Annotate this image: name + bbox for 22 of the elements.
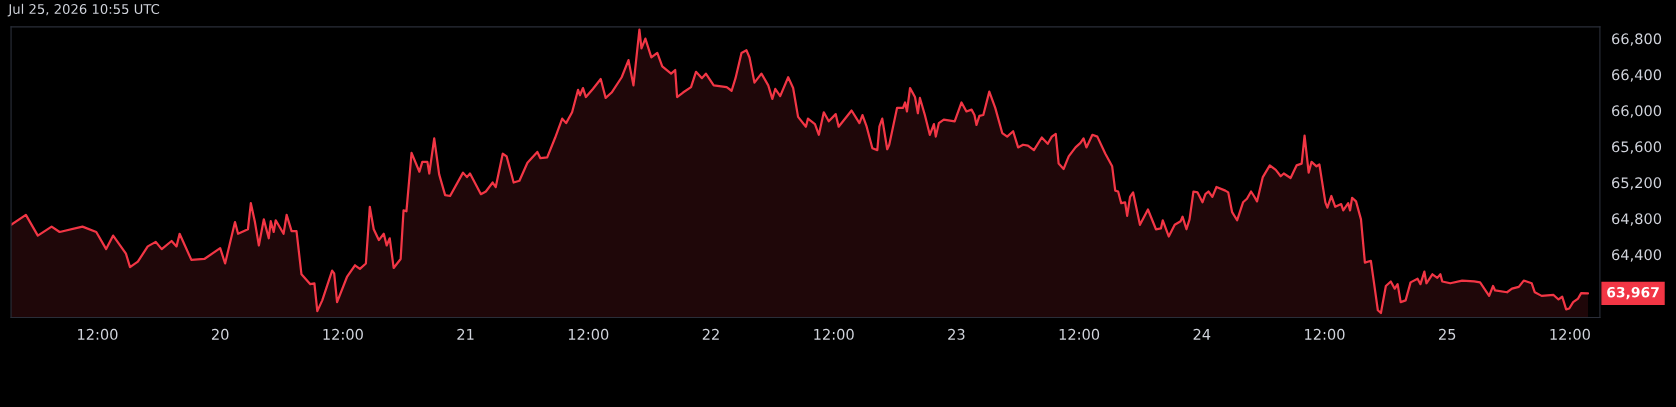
- x-tick-label: 12:00: [1550, 328, 1590, 340]
- y-tick-label: 66,400: [1612, 69, 1662, 82]
- x-tick-label: 20: [211, 328, 229, 340]
- x-tick-label: 25: [1439, 328, 1456, 340]
- x-tick-label: 12:00: [568, 328, 609, 340]
- y-tick-label: 65,200: [1612, 177, 1662, 190]
- annotation: 63,967: [1607, 286, 1659, 300]
- x-tick-label: 23: [948, 328, 965, 340]
- x-tick-label: 12:00: [1059, 328, 1100, 340]
- x-tick-label: 12:00: [814, 328, 854, 340]
- x-tick-label: 12:00: [1305, 328, 1345, 340]
- y-tick-label: 64,400: [1612, 249, 1662, 262]
- y-tick-label: 66,800: [1612, 33, 1662, 46]
- y-tick-label: 66,000: [1612, 105, 1662, 118]
- x-tick-label: 21: [457, 328, 474, 340]
- y-tick-label: 65,600: [1612, 141, 1662, 154]
- text: Jul 25, 2026 10:55 UTC: [7, 3, 160, 17]
- x-tick-label: 24: [1193, 328, 1211, 340]
- x-tick-label: 12:00: [78, 328, 118, 340]
- x-tick-label: 22: [702, 328, 719, 340]
- y-tick-label: 64,800: [1612, 213, 1662, 226]
- x-tick-label: 12:00: [323, 328, 363, 340]
